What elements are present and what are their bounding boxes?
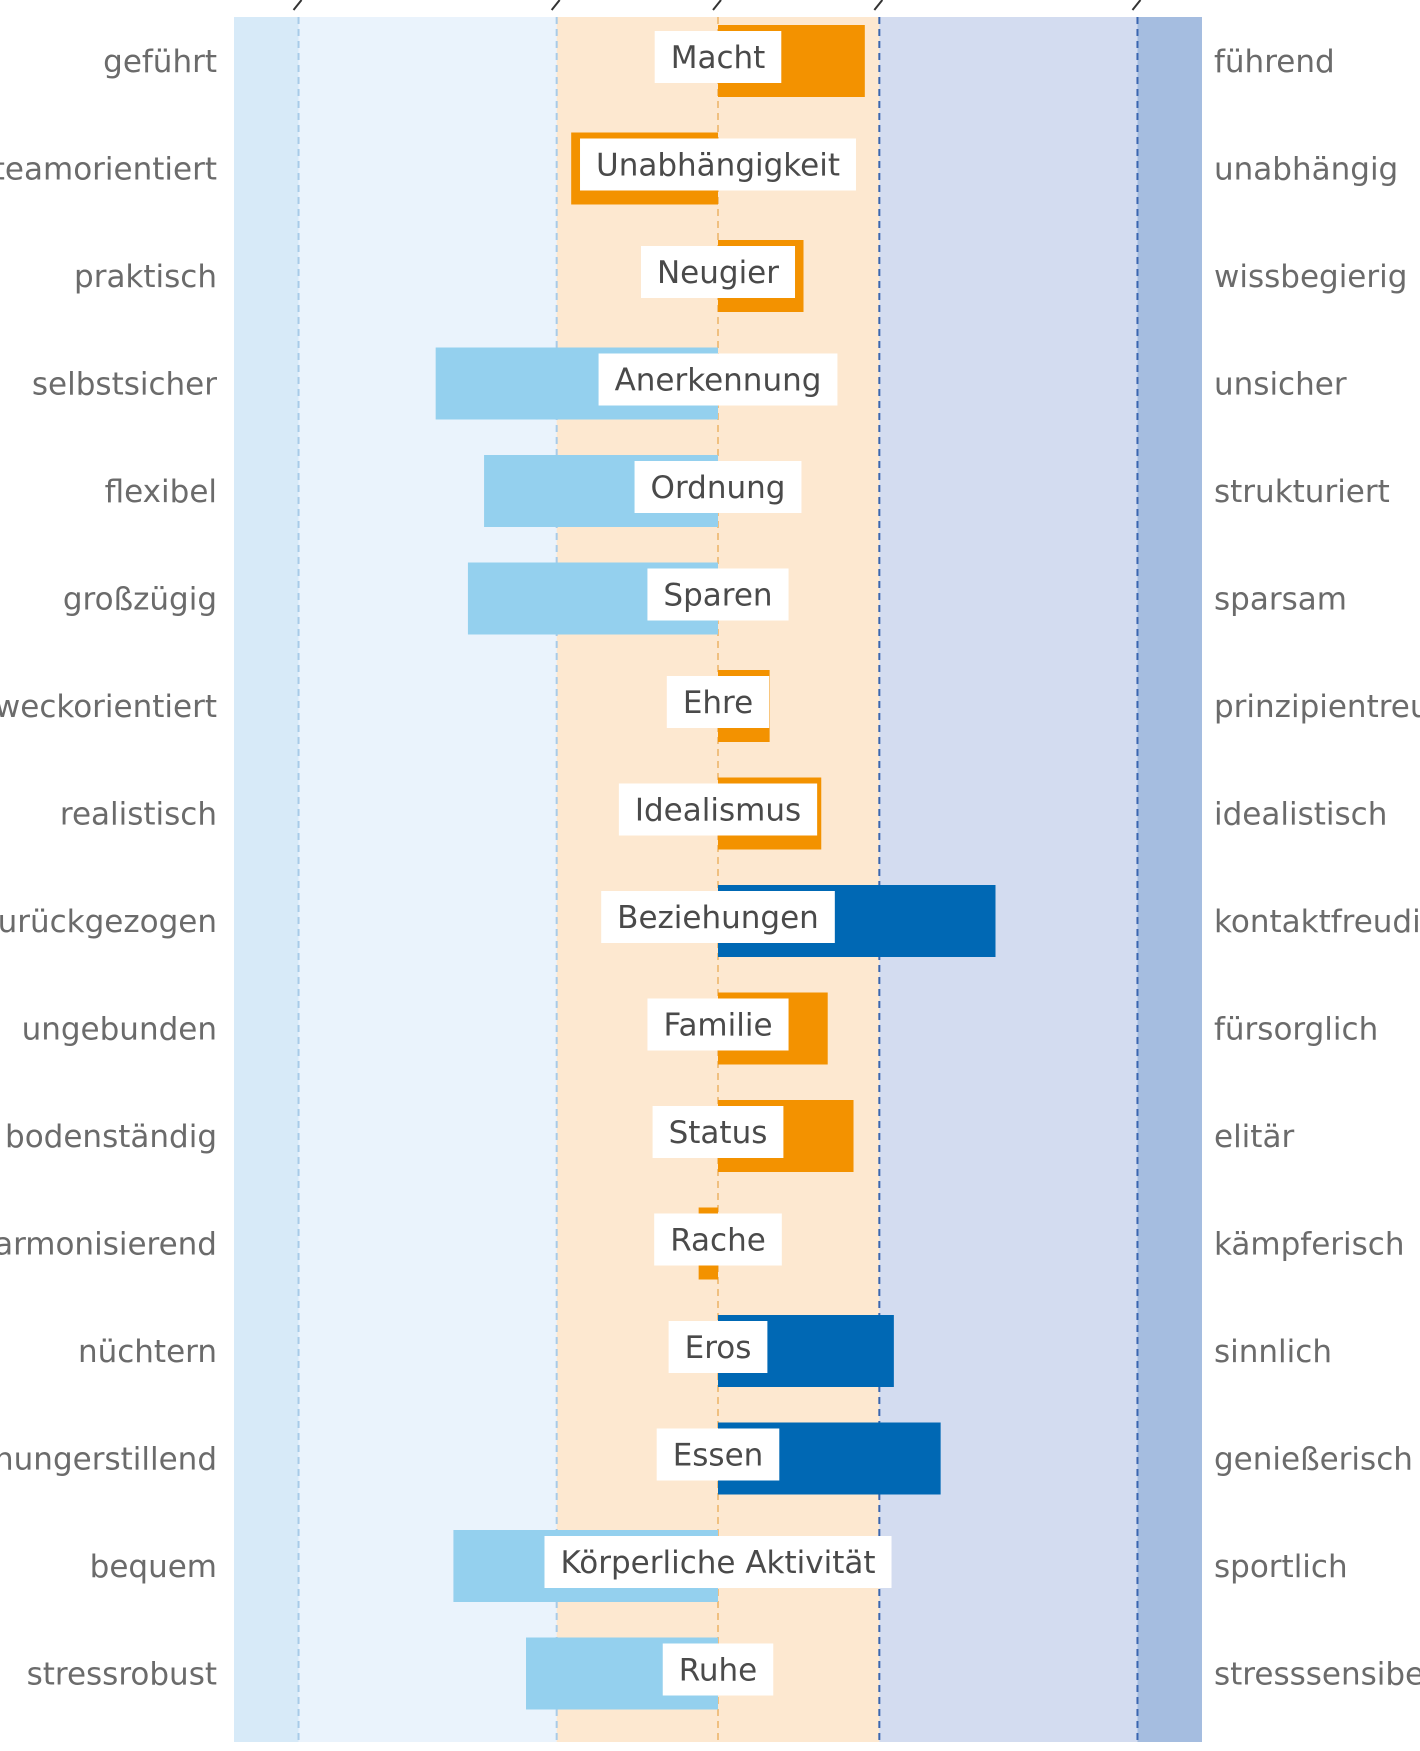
top-tick-4 [873,0,884,11]
right-trait-label: genießerisch [1214,1442,1413,1478]
left-trait-label: teamorientiert [0,152,217,188]
right-trait-label: fürsorglich [1214,1012,1378,1048]
right-trait-label: unsicher [1214,367,1347,403]
category-label-ruhe: Ruhe [679,1653,758,1689]
category-label-ordnung: Ordnung [651,470,786,506]
category-label-box [647,568,789,621]
category-label-familie: Familie [663,1008,772,1044]
category-label-box [666,676,770,728]
left-trait-label: realistisch [60,797,217,833]
left-trait-label: geführt [103,44,217,80]
category-label-körperliche-aktivität: Körperliche Aktivität [560,1545,875,1581]
right-trait-label: idealistisch [1214,797,1387,833]
category-label-idealismus: Idealismus [635,793,801,829]
category-label-box [656,1428,780,1481]
category-label-beziehungen: Beziehungen [617,900,819,936]
right-trait-label: kämpferisch [1214,1227,1404,1263]
category-label-box [652,1106,784,1158]
left-trait-label: selbstsicher [32,367,217,403]
right-trait-label: unabhängig [1214,152,1398,188]
left-trait-label: hungerstillend [0,1442,217,1478]
category-label-status: Status [669,1115,768,1151]
category-label-box [654,31,782,83]
category-label-neugier: Neugier [657,255,779,291]
right-trait-label: stresssensibel [1214,1657,1420,1693]
labels-group: geführt führend Macht teamorientiert unabhän… [0,31,1420,1696]
bars-group [435,25,996,1710]
top-tick-5 [1131,0,1142,11]
left-trait-label: ungebunden [22,1012,217,1048]
category-label-box [598,353,838,406]
right-trait-label: führend [1214,44,1335,80]
right-trait-label: sportlich [1214,1549,1348,1585]
category-label-box [580,138,856,191]
left-trait-label: bodenständig [5,1119,217,1155]
category-label-unabhängigkeit: Unabhängigkeit [596,148,840,184]
left-trait-label: praktisch [74,259,217,295]
category-label-ehre: Ehre [683,685,753,721]
category-label-box [662,1643,774,1696]
right-trait-label: sparsam [1214,582,1347,618]
right-trait-label: elitär [1214,1119,1294,1155]
category-label-rache: Rache [670,1223,766,1259]
category-label-anerkennung: Anerkennung [615,363,822,399]
left-trait-label: harmonisierend [0,1227,217,1263]
category-label-essen: Essen [673,1438,764,1474]
left-trait-label: stressrobust [27,1657,217,1693]
category-label-box [618,783,818,836]
category-label-box [634,461,802,513]
zone-band-2 [298,17,557,1742]
category-label-box [654,1213,782,1266]
left-trait-label: flexibel [105,474,217,510]
category-label-sparen: Sparen [663,578,772,614]
category-label-box [668,1321,768,1373]
left-trait-label: zurückgezogen [0,904,217,940]
zone-band-1 [234,17,299,1742]
right-trait-label: prinzipientreu [1214,689,1420,725]
category-label-box [640,246,796,298]
top-tick-3 [712,0,722,11]
category-label-eros: Eros [685,1330,752,1366]
top-tick-marks [292,0,1142,11]
left-trait-label: großzügig [63,582,217,618]
right-trait-label: strukturiert [1214,474,1390,510]
category-label-macht: Macht [671,40,766,76]
background-zones [234,17,1202,1742]
left-trait-label: nüchtern [78,1334,217,1370]
right-trait-label: kontaktfreudig [1214,904,1420,940]
category-label-box [544,1536,892,1588]
category-label-box [601,891,835,943]
left-trait-label: zweckorientiert [0,689,217,725]
top-tick-2 [550,0,561,11]
category-label-box [647,998,789,1051]
right-trait-label: sinnlich [1214,1334,1332,1370]
right-trait-label: wissbegierig [1214,259,1407,295]
left-trait-label: bequem [90,1549,217,1585]
zone-band-5 [1137,17,1202,1742]
top-tick-1 [292,0,303,11]
